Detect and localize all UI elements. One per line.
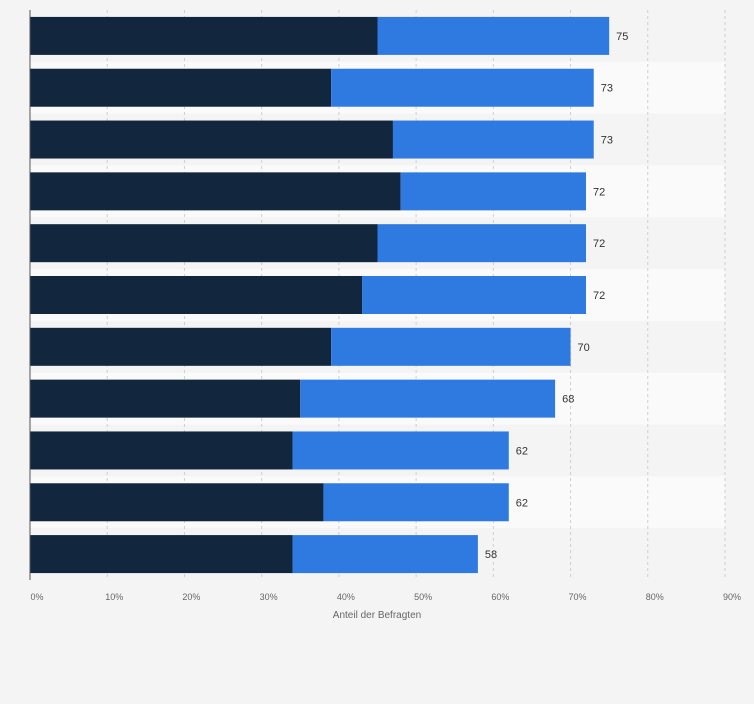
bar-segment-dark	[30, 276, 363, 314]
bar-segment-dark	[30, 379, 301, 418]
x-tick-label: 0%	[30, 592, 43, 602]
x-tick-label: 90%	[723, 592, 741, 602]
bar-segment-blue	[323, 483, 509, 522]
x-tick-label: 30%	[260, 592, 278, 602]
total-value-label: 75	[616, 31, 628, 43]
bar-segment-dark	[30, 483, 324, 522]
bars	[30, 16, 610, 574]
total-value-label: 73	[601, 135, 613, 147]
bar-segment-dark	[30, 535, 293, 574]
x-axis-label: Anteil der Befragten	[333, 610, 421, 621]
total-value-label: 62	[516, 497, 528, 509]
bar-segment-blue	[377, 16, 610, 55]
bar-segment-blue	[400, 172, 586, 211]
x-tick-label: 10%	[105, 592, 123, 602]
bar-segment-blue	[331, 68, 594, 107]
bar-segment-blue	[300, 379, 556, 418]
bar-segment-dark	[30, 68, 332, 107]
total-value-label: 72	[593, 290, 605, 302]
total-value-label: 72	[593, 238, 605, 250]
x-tick-label: 50%	[414, 592, 432, 602]
bar-segment-dark	[30, 16, 378, 55]
total-value-label: 68	[562, 394, 574, 406]
x-tick-label: 40%	[337, 592, 355, 602]
bar-segment-blue	[377, 224, 586, 263]
total-value-label: 58	[485, 549, 497, 561]
total-value-label: 62	[516, 445, 528, 457]
bar-segment-dark	[30, 327, 332, 366]
bar-segment-blue	[292, 535, 478, 574]
bar-segment-dark	[30, 120, 393, 159]
bar-segment-dark	[30, 172, 401, 211]
total-value-label: 73	[601, 83, 613, 95]
bar-segment-dark	[30, 431, 293, 470]
x-tick-label: 70%	[569, 592, 587, 602]
bar-segment-blue	[331, 327, 571, 366]
x-axis-ticks: 0% 10% 20% 30% 40% 50% 60% 70% 80% 90%	[30, 592, 741, 602]
total-value-label: 72	[593, 186, 605, 198]
x-tick-label: 60%	[491, 592, 509, 602]
bar-segment-blue	[362, 276, 586, 314]
value-labels: 75 73 73 72 72 72 70 68 62 62 58	[485, 31, 629, 561]
total-value-label: 70	[578, 342, 590, 354]
bar-segment-dark	[30, 224, 378, 263]
x-tick-label: 20%	[182, 592, 200, 602]
bar-segment-blue	[292, 431, 509, 470]
x-tick-label: 80%	[646, 592, 664, 602]
bar-segment-blue	[392, 120, 594, 159]
